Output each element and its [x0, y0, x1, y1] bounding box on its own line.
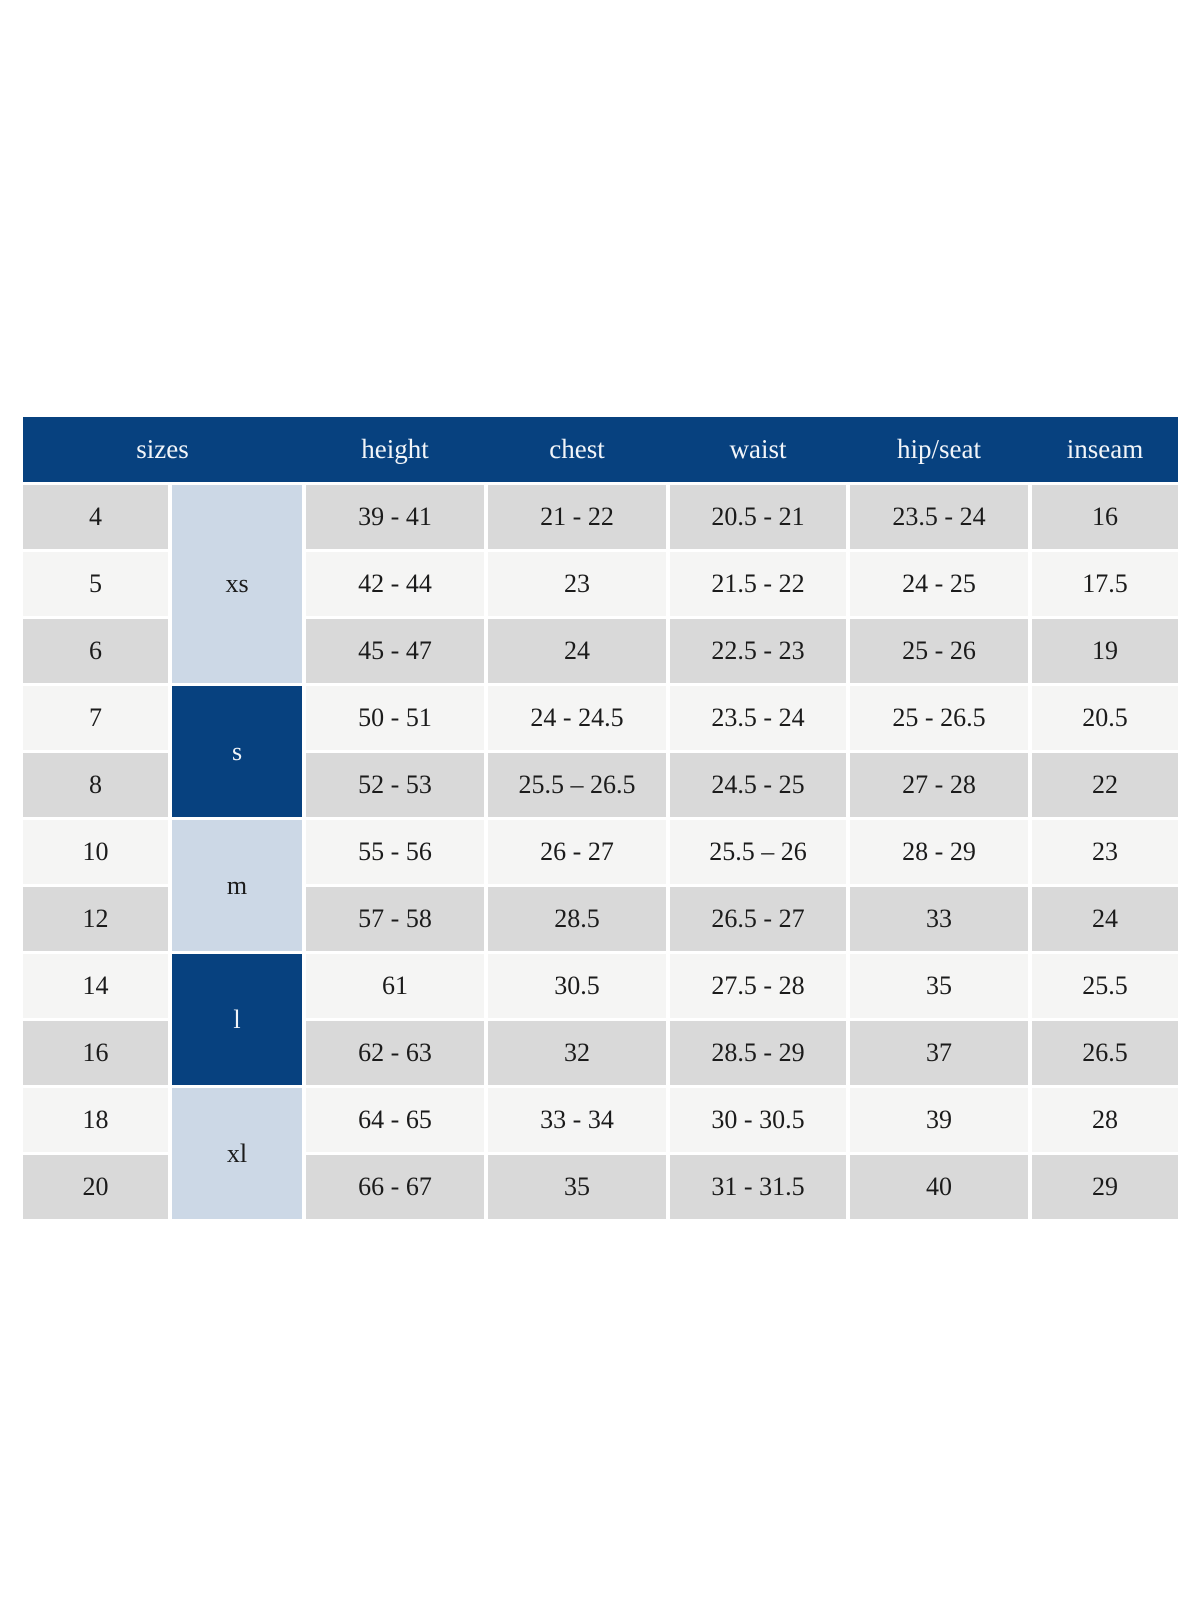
chest-cell: 35	[488, 1155, 666, 1219]
inseam-cell: 19	[1032, 619, 1178, 683]
inseam-cell: 26.5	[1032, 1021, 1178, 1085]
waist-cell: 23.5 - 24	[670, 686, 846, 750]
size-cell: 10	[23, 820, 168, 884]
size-cell: 6	[23, 619, 168, 683]
hip-seat-cell: 40	[850, 1155, 1028, 1219]
column-header-sizes: sizes	[136, 434, 189, 464]
column-header-waist: waist	[729, 434, 787, 464]
waist-cell: 20.5 - 21	[670, 485, 846, 549]
hip-seat-cell: 23.5 - 24	[850, 485, 1028, 549]
size-cell: 16	[23, 1021, 168, 1085]
chest-cell: 28.5	[488, 887, 666, 951]
height-cell: 39 - 41	[306, 485, 484, 549]
chest-cell: 26 - 27	[488, 820, 666, 884]
size-cell: 18	[23, 1088, 168, 1152]
size-cell: 5	[23, 552, 168, 616]
inseam-cell: 28	[1032, 1088, 1178, 1152]
hip-seat-cell: 27 - 28	[850, 753, 1028, 817]
waist-cell: 30 - 30.5	[670, 1088, 846, 1152]
chest-cell: 21 - 22	[488, 485, 666, 549]
inseam-cell: 29	[1032, 1155, 1178, 1219]
inseam-cell: 16	[1032, 485, 1178, 549]
column-header-inseam: inseam	[1066, 434, 1144, 464]
size-group-cell-xl: xl	[172, 1088, 302, 1219]
hip-seat-cell: 33	[850, 887, 1028, 951]
inseam-cell: 25.5	[1032, 954, 1178, 1018]
hip-seat-cell: 25 - 26	[850, 619, 1028, 683]
hip-seat-cell: 25 - 26.5	[850, 686, 1028, 750]
chest-cell: 25.5 – 26.5	[488, 753, 666, 817]
size-group-cell-xs: xs	[172, 485, 302, 683]
height-cell: 57 - 58	[306, 887, 484, 951]
height-cell: 50 - 51	[306, 686, 484, 750]
waist-cell: 24.5 - 25	[670, 753, 846, 817]
waist-cell: 28.5 - 29	[670, 1021, 846, 1085]
inseam-cell: 24	[1032, 887, 1178, 951]
chest-cell: 23	[488, 552, 666, 616]
height-cell: 61	[306, 954, 484, 1018]
height-cell: 45 - 47	[306, 619, 484, 683]
size-group-cell-m: m	[172, 820, 302, 951]
chest-cell: 30.5	[488, 954, 666, 1018]
inseam-cell: 20.5	[1032, 686, 1178, 750]
hip-seat-cell: 35	[850, 954, 1028, 1018]
waist-cell: 31 - 31.5	[670, 1155, 846, 1219]
waist-cell: 21.5 - 22	[670, 552, 846, 616]
size-cell: 20	[23, 1155, 168, 1219]
column-header-hip-seat: hip/seat	[897, 434, 981, 464]
inseam-cell: 23	[1032, 820, 1178, 884]
waist-cell: 26.5 - 27	[670, 887, 846, 951]
inseam-cell: 22	[1032, 753, 1178, 817]
chest-cell: 24	[488, 619, 666, 683]
chest-cell: 33 - 34	[488, 1088, 666, 1152]
hip-seat-cell: 39	[850, 1088, 1028, 1152]
hip-seat-cell: 24 - 25	[850, 552, 1028, 616]
size-cell: 4	[23, 485, 168, 549]
height-cell: 64 - 65	[306, 1088, 484, 1152]
size-group-cell-s: s	[172, 686, 302, 817]
size-cell: 14	[23, 954, 168, 1018]
size-group-cell-l: l	[172, 954, 302, 1085]
inseam-cell: 17.5	[1032, 552, 1178, 616]
height-cell: 42 - 44	[306, 552, 484, 616]
size-cell: 12	[23, 887, 168, 951]
size-cell: 8	[23, 753, 168, 817]
hip-seat-cell: 37	[850, 1021, 1028, 1085]
height-cell: 55 - 56	[306, 820, 484, 884]
waist-cell: 27.5 - 28	[670, 954, 846, 1018]
hip-seat-cell: 28 - 29	[850, 820, 1028, 884]
chest-cell: 24 - 24.5	[488, 686, 666, 750]
size-chart-table: sizes height chest waist hip/seat inseam xs s m l…	[23, 417, 1178, 1219]
chest-cell: 32	[488, 1021, 666, 1085]
waist-cell: 25.5 – 26	[670, 820, 846, 884]
column-header-chest: chest	[549, 434, 605, 464]
size-cell: 7	[23, 686, 168, 750]
height-cell: 52 - 53	[306, 753, 484, 817]
height-cell: 62 - 63	[306, 1021, 484, 1085]
column-header-height: height	[361, 434, 429, 464]
table-header-row: sizes height chest waist hip/seat inseam	[23, 417, 1178, 482]
height-cell: 66 - 67	[306, 1155, 484, 1219]
waist-cell: 22.5 - 23	[670, 619, 846, 683]
